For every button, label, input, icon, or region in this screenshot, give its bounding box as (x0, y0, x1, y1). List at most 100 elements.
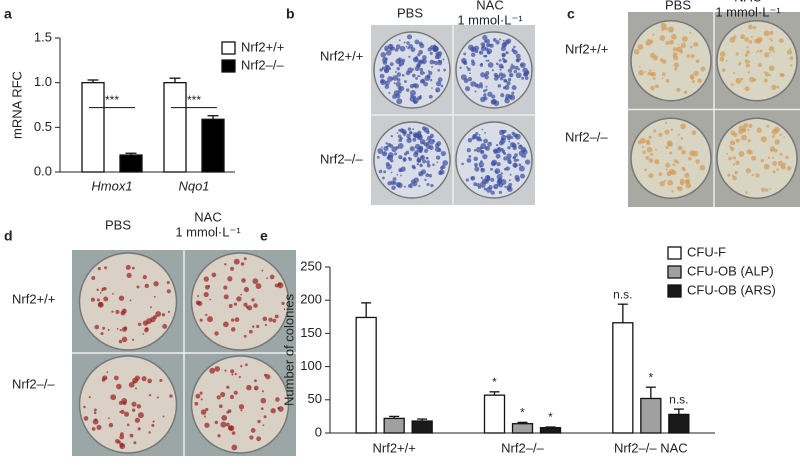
colony (476, 182, 480, 187)
colony (502, 41, 507, 47)
colony (128, 381, 135, 388)
colony (502, 151, 505, 154)
colony (524, 76, 529, 80)
colony (648, 135, 652, 139)
colony (475, 132, 479, 136)
colony (395, 81, 401, 87)
colony (166, 281, 170, 285)
colony (227, 276, 233, 282)
colony (646, 146, 653, 153)
colony (409, 89, 416, 96)
colony (389, 144, 394, 148)
dish (716, 117, 798, 199)
colony (469, 72, 471, 75)
colony (399, 45, 406, 52)
colony (789, 47, 792, 50)
colony (498, 59, 502, 62)
colony (760, 49, 763, 52)
colony (428, 173, 433, 178)
legend-swatch (221, 59, 236, 73)
colony (515, 53, 521, 59)
colony (262, 316, 268, 322)
colony (384, 80, 390, 86)
colony (126, 272, 132, 278)
colony (419, 43, 425, 49)
colony (485, 88, 488, 92)
colony (653, 129, 657, 133)
colony (778, 38, 784, 44)
colony (381, 146, 383, 149)
colony (131, 408, 136, 412)
colony (83, 405, 86, 409)
colony (750, 35, 753, 38)
colony (217, 434, 221, 438)
colony (745, 168, 751, 174)
colony (214, 331, 219, 336)
colony (252, 278, 259, 285)
column-header: NAC (194, 209, 221, 224)
colony (437, 77, 443, 82)
colony (779, 152, 783, 156)
legend-swatch (221, 41, 236, 55)
colony (681, 166, 686, 171)
colony (424, 75, 431, 81)
colony (664, 179, 667, 182)
colony (665, 121, 668, 125)
colony (667, 179, 674, 186)
colony (410, 47, 416, 53)
colony (744, 86, 750, 92)
colony (651, 33, 655, 36)
colony (195, 393, 201, 399)
legend-label: Nrf2+/+ (241, 39, 284, 54)
colony (401, 74, 405, 77)
panel-label: e (260, 228, 268, 244)
colony (499, 38, 501, 41)
colony (199, 391, 203, 395)
bar (640, 397, 662, 434)
colony (194, 401, 199, 406)
colony (406, 34, 413, 40)
colony (785, 155, 789, 160)
colony (480, 167, 486, 173)
x-tick-label: Nrf2–/– (501, 440, 544, 455)
colony (690, 53, 695, 58)
colony (744, 37, 750, 42)
colony (402, 158, 407, 162)
colony (665, 41, 670, 45)
colony (253, 303, 258, 308)
colony (435, 155, 441, 160)
colony (415, 76, 418, 80)
colony (650, 72, 655, 76)
colony (681, 36, 688, 42)
colony (472, 133, 478, 140)
colony (470, 81, 476, 87)
colony (384, 68, 389, 74)
colony (96, 298, 100, 302)
colony (396, 182, 403, 189)
colony (765, 188, 769, 192)
colony (120, 409, 125, 415)
colony (380, 52, 387, 58)
colony (251, 325, 255, 329)
colony (386, 163, 392, 170)
colony (131, 401, 137, 407)
colony (752, 26, 757, 30)
colony (482, 153, 488, 160)
colony (661, 27, 665, 32)
colony (507, 77, 512, 82)
y-tick-label: 100 (300, 358, 322, 373)
colony (470, 52, 476, 58)
colony (410, 182, 413, 186)
colony (486, 187, 492, 193)
colony (391, 146, 397, 153)
colony (200, 409, 207, 415)
colony (481, 128, 484, 131)
colony (240, 409, 243, 412)
colony (229, 394, 235, 400)
colony (203, 276, 209, 282)
colony (764, 52, 770, 58)
row-label: Nrf2–/– (565, 129, 608, 144)
colony (671, 190, 674, 193)
colony (498, 190, 503, 194)
colony (677, 43, 680, 46)
